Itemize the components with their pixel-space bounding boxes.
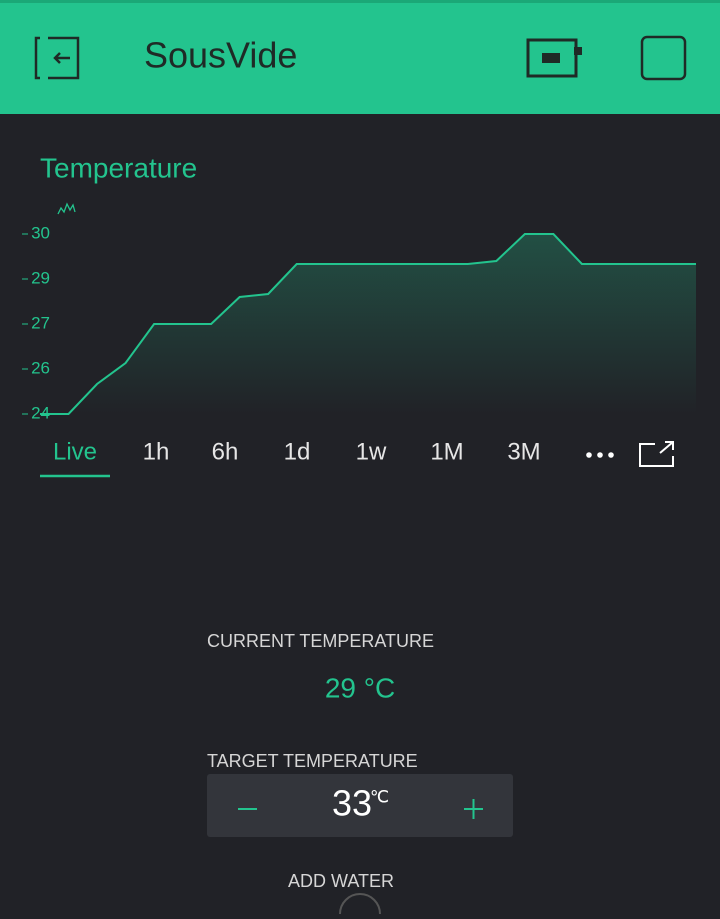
header-top-border: [0, 0, 720, 3]
chart-title: Temperature: [40, 152, 197, 183]
y-tick-label: 29: [31, 268, 50, 287]
area: [40, 234, 696, 414]
more-dot[interactable]: [608, 452, 614, 458]
range-option[interactable]: 3M: [507, 438, 540, 465]
expand-icon[interactable]: [639, 441, 674, 467]
target-unit: ℃: [370, 787, 389, 806]
range-option[interactable]: 1w: [356, 438, 387, 465]
target-label: TARGET TEMPERATURE: [207, 751, 418, 771]
increase-button[interactable]: [464, 799, 483, 819]
range-selector: Live 1h 6h 1d 1w 1M 3M: [40, 438, 541, 478]
app-title: SousVide: [144, 35, 297, 76]
more-dot[interactable]: [597, 452, 603, 458]
range-option[interactable]: 6h: [212, 438, 239, 465]
device-button[interactable]: [526, 38, 582, 78]
current-label: CURRENT TEMPERATURE: [207, 631, 434, 651]
add-water-button[interactable]: [339, 893, 381, 915]
back-button[interactable]: [34, 36, 80, 80]
header-bar: [0, 0, 720, 114]
target-value: 33: [332, 783, 372, 824]
more-dot[interactable]: [586, 452, 592, 458]
add-water-label: ADD WATER: [288, 871, 394, 891]
device-status: [574, 47, 582, 55]
device-chip: [542, 53, 560, 63]
y-tick-label: 27: [31, 313, 50, 332]
range-option[interactable]: Live: [53, 438, 97, 465]
device-icon: [526, 38, 578, 78]
stop-button[interactable]: [640, 35, 687, 81]
y-tick-label: 24: [31, 403, 50, 422]
current-value: 29 °C: [325, 672, 395, 703]
line: [40, 233, 696, 415]
plot: 24 26 27 29 30: [22, 223, 696, 422]
y-tick-label: 30: [31, 223, 50, 242]
target-stepper: [207, 774, 513, 837]
range-option[interactable]: 1M: [430, 438, 463, 465]
chart-icon: [57, 202, 76, 215]
range-option[interactable]: 1d: [284, 438, 311, 465]
y-tick-label: 26: [31, 358, 50, 377]
back-icon: [34, 36, 80, 80]
range-option[interactable]: 1h: [143, 438, 170, 465]
back-arrow: [53, 52, 70, 64]
